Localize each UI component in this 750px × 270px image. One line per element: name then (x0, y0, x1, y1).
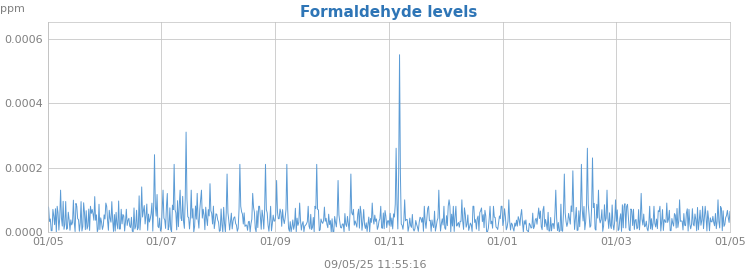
Text: ppm: ppm (0, 4, 25, 14)
Text: 09/05/25 11:55:16: 09/05/25 11:55:16 (324, 260, 426, 270)
Title: Formaldehyde levels: Formaldehyde levels (300, 5, 478, 20)
